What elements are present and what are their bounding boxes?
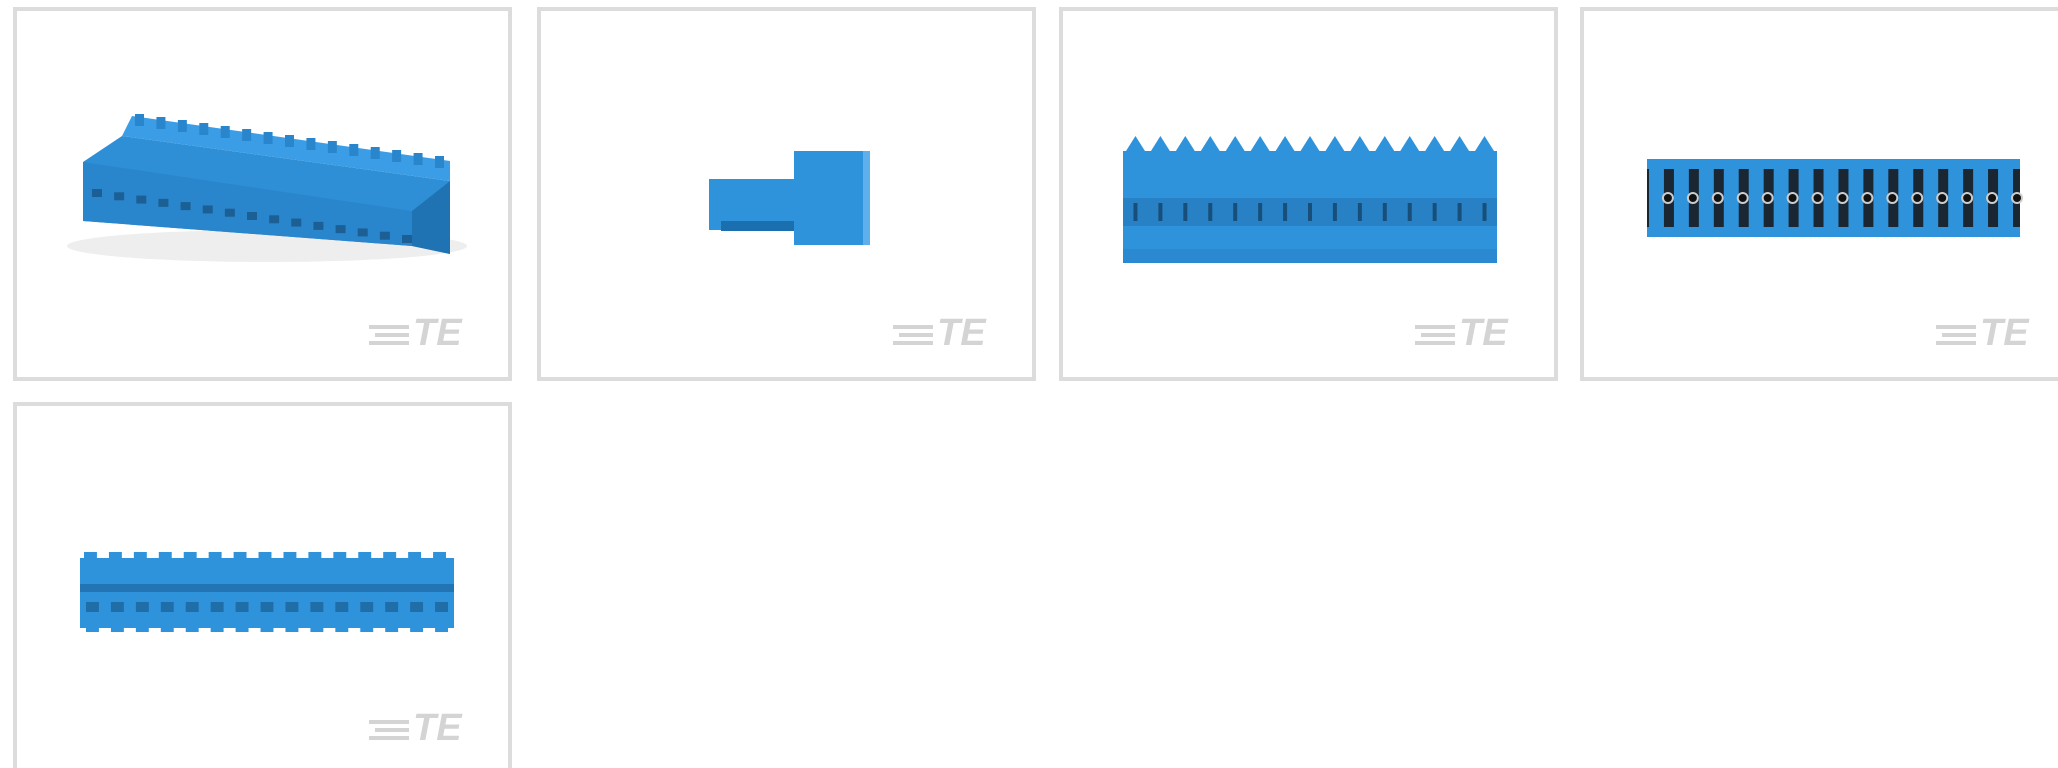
image-tile[interactable]: TE	[1580, 7, 2058, 381]
image-gallery: TE TE TE TE	[0, 0, 2058, 768]
image-tile[interactable]: TE	[1059, 7, 1558, 381]
image-tile[interactable]: TE	[13, 402, 512, 768]
logo-text: TE	[1459, 312, 1509, 354]
logo-text: TE	[1980, 312, 2030, 354]
logo: TE	[17, 406, 508, 768]
logo: TE	[541, 11, 1032, 377]
logo-text: TE	[413, 312, 463, 354]
logo-text: TE	[937, 312, 987, 354]
logo: TE	[17, 11, 508, 377]
logo: TE	[1584, 11, 2058, 377]
logo-text: TE	[413, 707, 463, 749]
logo: TE	[1063, 11, 1554, 377]
image-tile[interactable]: TE	[13, 7, 512, 381]
image-tile[interactable]: TE	[537, 7, 1036, 381]
